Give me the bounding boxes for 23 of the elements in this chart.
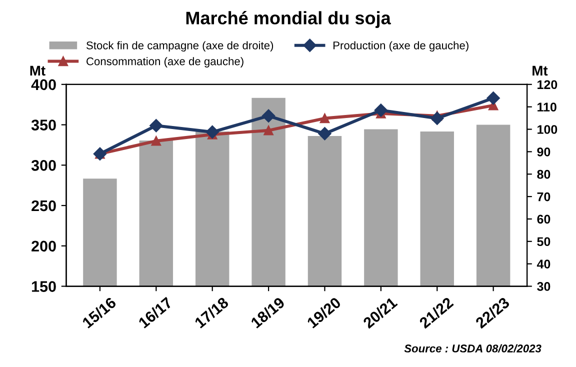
y-tick-label: 250	[32, 200, 56, 212]
y2-tick-label: 50	[537, 237, 550, 246]
legend-label: Stock fin de campagne (axe de droite)	[86, 41, 274, 52]
y-tick-label: 400	[31, 79, 56, 90]
y2-tick-label: 100	[538, 125, 558, 134]
source-note: Source : USDA 08/02/2023	[404, 344, 542, 353]
legend-label: Production (axe de gauche)	[334, 41, 468, 52]
y2-axis-title: Mt	[532, 66, 548, 76]
y-tick-label: 350	[31, 120, 56, 130]
y2-tick-label: 80	[537, 170, 550, 179]
y-tick-label: 300	[31, 160, 56, 171]
y-tick-label: 200	[32, 240, 56, 252]
y2-tick-label: 90	[537, 147, 550, 156]
y2-tick-label: 60	[537, 214, 550, 224]
y2-tick-label: 30	[537, 282, 550, 291]
y2-tick-label: 40	[536, 260, 550, 268]
chart-title: Marché mondial du soja	[186, 11, 391, 28]
legend-label: Consommation (axe de gauche)	[86, 57, 244, 68]
y2-tick-label: 120	[538, 80, 558, 90]
y-axis-title: Mt	[30, 66, 46, 76]
y2-tick-label: 110	[538, 102, 556, 112]
y2-tick-label: 70	[537, 192, 550, 202]
y-tick-label: 150	[32, 281, 56, 292]
